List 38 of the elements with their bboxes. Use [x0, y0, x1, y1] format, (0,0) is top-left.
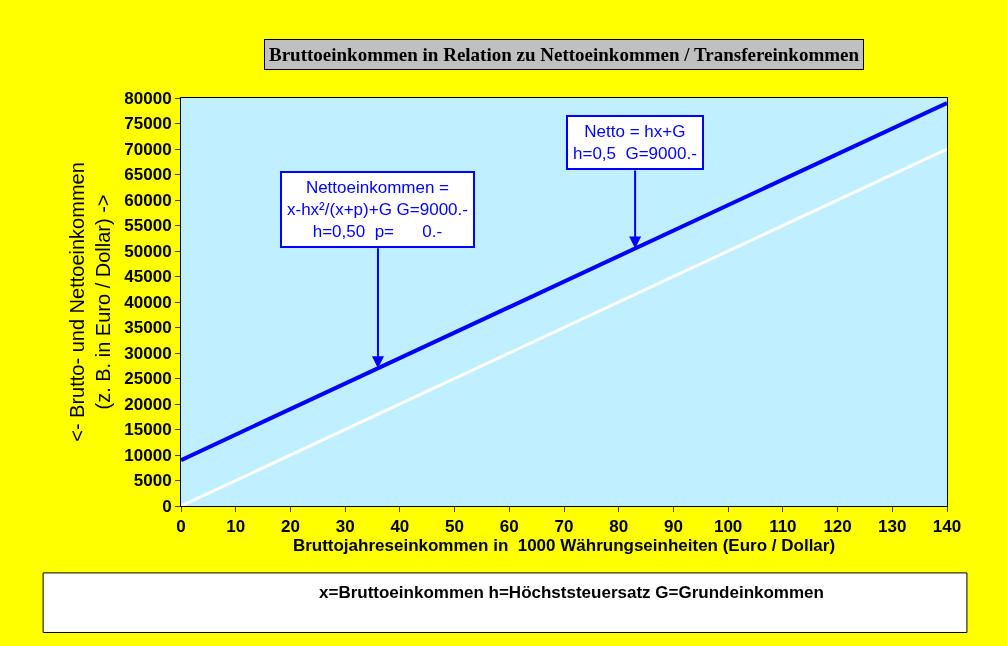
x-tick-label: 70 — [554, 517, 574, 537]
y-tick-label: 15000 — [124, 420, 172, 440]
x-tick-label: 20 — [280, 517, 300, 537]
y-tick-label: 50000 — [124, 241, 172, 261]
y-tick-label: 35000 — [124, 318, 172, 338]
x-tick-label: 80 — [609, 517, 629, 537]
x-tick-label: 110 — [769, 517, 797, 537]
x-tick-label: 130 — [878, 517, 907, 537]
y-tick-label: 5000 — [133, 471, 172, 491]
y-tick-label: 75000 — [124, 114, 172, 134]
x-tick-label: 0 — [176, 517, 186, 537]
x-tick-label: 90 — [663, 517, 683, 537]
y-tick-label: 20000 — [124, 394, 172, 414]
y-tick-label: 45000 — [124, 267, 172, 287]
x-tick-label: 50 — [445, 517, 465, 537]
y-tick-label: 60000 — [124, 190, 172, 210]
y-tick-label: 70000 — [124, 139, 172, 159]
x-tick-label: 30 — [335, 517, 355, 537]
y-tick-label: 25000 — [124, 369, 172, 389]
y-tick-label: 30000 — [124, 343, 172, 363]
y-tick-label: 65000 — [124, 165, 172, 185]
x-tick-label: 40 — [390, 517, 410, 537]
y-tick-label: 0 — [162, 496, 172, 516]
x-tick-label: 140 — [932, 517, 962, 537]
y-tick-label: 40000 — [124, 292, 172, 312]
x-tick-label: 100 — [713, 517, 743, 537]
y-tick-label: 10000 — [124, 445, 172, 465]
y-axis-title: <- Brutto- und Nettoeinkommen (z. B. in Euro / Dollar) -> — [65, 162, 114, 442]
x-axis-title: Bruttojahreseinkommen in 1000 Währungseinheiten (Euro / Dollar) — [292, 536, 836, 556]
x-tick-label: 10 — [226, 517, 246, 537]
y-tick-label: 80000 — [124, 88, 172, 108]
annotation: Netto = hx+G h=0,5 G=9000.- — [573, 122, 697, 164]
chart-title: Bruttoeinkommen in Relation zu Nettoeinkommen / Transfereinkommen — [269, 44, 860, 65]
y-tick-label: 55000 — [124, 216, 172, 236]
text: x=Bruttoeinkommen h=Höchststeuersatz G=Grundeinkommen — [319, 583, 824, 602]
annotation: Nettoeinkommen = x-hx²/(x+p)+G G=9000.- h=0,50 p= 0.- — [287, 178, 468, 242]
x-tick-label: 60 — [499, 517, 519, 537]
x-tick-label: 120 — [823, 517, 852, 537]
